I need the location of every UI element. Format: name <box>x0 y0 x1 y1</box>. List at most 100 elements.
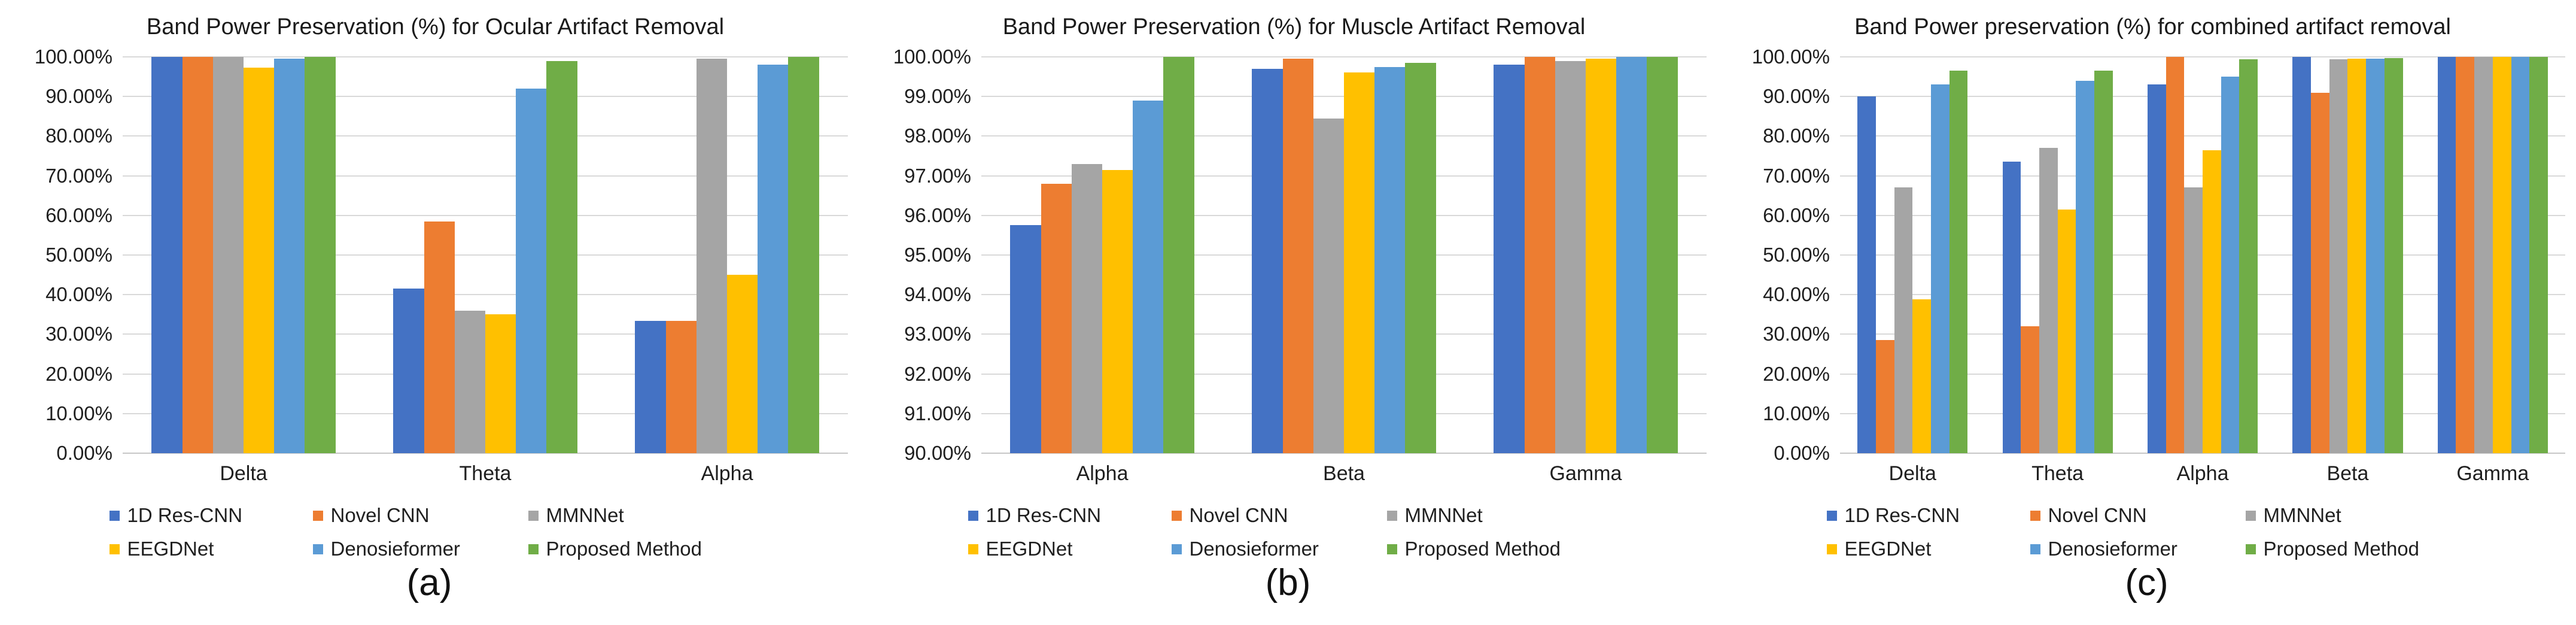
bar-cluster <box>1252 57 1436 453</box>
bar <box>758 65 789 453</box>
legend-item: EEGDNet <box>968 538 1172 560</box>
bar <box>1494 65 1525 453</box>
gridline <box>123 453 848 454</box>
panel-caption: (c) <box>2125 562 2169 603</box>
y-tick-label: 99.00% <box>904 85 971 108</box>
bar <box>2437 57 2456 453</box>
y-tick-label: 91.00% <box>904 402 971 424</box>
legend-swatch <box>1171 510 1182 521</box>
legend-swatch <box>109 510 120 521</box>
bar-groups <box>1840 57 2565 453</box>
legend-item: Novel CNN <box>312 504 528 527</box>
y-tick-label: 98.00% <box>904 125 971 147</box>
gridline <box>123 135 848 137</box>
legend-label: Proposed Method <box>546 538 702 560</box>
legend-item: EEGDNet <box>1826 538 2030 560</box>
bar <box>2094 70 2113 453</box>
legend: 1D Res-CNN Novel CNN MMNNet EEGDNet Denosief… <box>0 504 859 560</box>
y-tick-label: 30.00% <box>45 323 112 345</box>
gridline <box>123 175 848 177</box>
legend-grid: 1D Res-CNN Novel CNN MMNNet EEGDNet Denosief… <box>109 504 750 560</box>
legend-label: Proposed Method <box>1404 538 1561 560</box>
y-tick-label: 10.00% <box>1763 402 1830 424</box>
bar-cluster <box>2147 57 2258 453</box>
bar <box>2221 77 2240 453</box>
plot-area <box>1840 56 2565 454</box>
legend-swatch <box>528 510 539 521</box>
bar <box>1524 57 1555 453</box>
bar <box>2184 187 2203 453</box>
legend-label: EEGDNet <box>127 538 214 560</box>
x-category-label: Theta <box>2031 462 2084 485</box>
y-tick-label: 30.00% <box>1763 323 1830 345</box>
x-category-label: Delta <box>1888 462 1936 485</box>
bar <box>2021 326 2039 453</box>
bar-cluster <box>2292 57 2403 453</box>
bar-cluster <box>1494 57 1678 453</box>
bar <box>274 59 305 453</box>
y-tick-label: 60.00% <box>45 204 112 226</box>
bar <box>516 88 547 453</box>
y-tick-label: 100.00% <box>893 45 971 68</box>
bar <box>1282 59 1313 453</box>
legend-swatch <box>1826 510 1837 521</box>
legend-item: MMNNet <box>1386 504 1608 527</box>
y-tick-label: 80.00% <box>45 125 112 147</box>
category-group <box>123 57 364 453</box>
legend-item: 1D Res-CNN <box>1826 504 2030 527</box>
x-axis: Delta Theta Alpha <box>123 462 848 486</box>
x-category-label: Theta <box>459 462 512 485</box>
bar-groups <box>981 57 1707 453</box>
chart-title: Band Power preservation (%) for combined… <box>1854 14 2451 40</box>
bar <box>1010 225 1041 453</box>
bar <box>2203 150 2221 453</box>
legend-swatch <box>2245 510 2256 521</box>
x-category-label: Delta <box>220 462 267 485</box>
y-tick-label: 92.00% <box>904 362 971 385</box>
y-tick-label: 40.00% <box>45 283 112 306</box>
bar <box>1616 57 1647 453</box>
legend-grid: 1D Res-CNN Novel CNN MMNNet EEGDNet Denosief… <box>1826 504 2467 560</box>
bar <box>1555 60 1586 453</box>
bar <box>1313 118 1344 453</box>
legend-item: Proposed Method <box>528 538 750 560</box>
bar <box>727 275 758 453</box>
gridline <box>1840 135 2565 137</box>
gridline <box>123 96 848 98</box>
bar <box>305 57 336 453</box>
bar <box>788 57 819 453</box>
bar <box>2456 57 2475 453</box>
x-category-label: Beta <box>1323 462 1365 485</box>
bar <box>2039 148 2058 453</box>
bar <box>2366 59 2385 453</box>
legend-label: 1D Res-CNN <box>986 504 1102 526</box>
bar <box>2147 84 2166 453</box>
category-group <box>606 57 848 453</box>
bar <box>1949 70 1968 453</box>
y-tick-label: 10.00% <box>45 402 112 424</box>
legend-item: Denosieformer <box>1171 538 1387 560</box>
bar <box>1405 62 1436 453</box>
bar <box>635 320 666 453</box>
legend-swatch <box>2030 544 2040 554</box>
chart-panel-a: Band Power Preservation (%) for Ocular A… <box>0 0 859 625</box>
legend-swatch <box>968 544 978 554</box>
y-tick-label: 40.00% <box>1763 283 1830 306</box>
y-tick-label: 90.00% <box>904 442 971 464</box>
bar <box>1071 163 1102 453</box>
legend-label: EEGDNet <box>986 538 1073 560</box>
legend-swatch <box>2030 510 2040 521</box>
legend-label: Novel CNN <box>2048 504 2147 526</box>
y-tick-label: 70.00% <box>1763 164 1830 187</box>
bar <box>2076 80 2095 453</box>
panel-caption: (b) <box>1265 562 1311 603</box>
y-tick-label: 60.00% <box>1763 204 1830 226</box>
bar <box>2002 162 2021 453</box>
y-tick-label: 95.00% <box>904 244 971 266</box>
bar <box>2474 57 2493 453</box>
bar <box>2347 59 2367 453</box>
legend-item: Denosieformer <box>312 538 528 560</box>
legend-swatch <box>1171 544 1182 554</box>
bar <box>424 221 455 453</box>
